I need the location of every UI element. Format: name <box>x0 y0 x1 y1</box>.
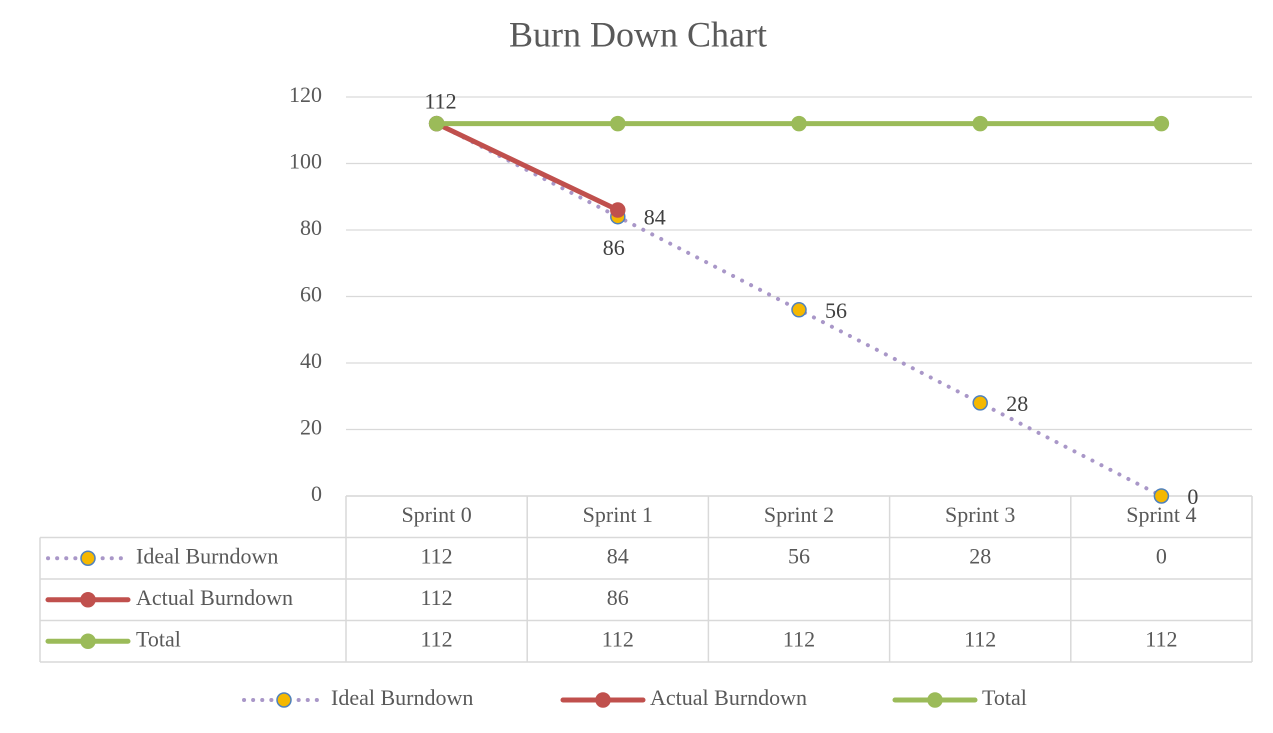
x-tick-label: Sprint 2 <box>764 502 834 527</box>
y-tick-label: 20 <box>300 415 322 440</box>
table-key-marker <box>80 550 96 566</box>
x-tick-label: Sprint 4 <box>1126 502 1196 527</box>
table-cell: 112 <box>783 626 815 651</box>
y-tick-label: 80 <box>300 215 322 240</box>
table-row-label: Total <box>136 626 181 651</box>
data-point <box>428 115 445 132</box>
data-label: 28 <box>1006 391 1028 416</box>
data-label: 0 <box>1187 484 1198 509</box>
table-cell: 84 <box>607 543 629 568</box>
y-tick-label: 40 <box>300 348 322 373</box>
table-cell: 56 <box>788 543 810 568</box>
data-point <box>1153 115 1170 132</box>
table-row-label: Actual Burndown <box>136 585 293 610</box>
data-label: 56 <box>825 298 847 323</box>
table-cell: 112 <box>1145 626 1177 651</box>
data-label: 86 <box>603 235 625 260</box>
legend-label: Total <box>982 685 1027 710</box>
y-tick-label: 100 <box>289 149 322 174</box>
table-cell: 28 <box>969 543 991 568</box>
table-cell: 0 <box>1156 543 1167 568</box>
table-cell: 112 <box>421 585 453 610</box>
y-tick-label: 120 <box>289 82 322 107</box>
table-cell: 112 <box>602 626 634 651</box>
data-label: 112 <box>425 89 457 114</box>
y-tick-label: 60 <box>300 282 322 307</box>
data-point <box>610 202 626 218</box>
y-tick-label: 0 <box>311 481 322 506</box>
table-cell: 112 <box>421 543 453 568</box>
table-key-marker <box>80 633 96 649</box>
data-point <box>972 395 988 411</box>
legend-label: Ideal Burndown <box>331 685 473 710</box>
table-row-label: Ideal Burndown <box>136 543 278 568</box>
legend-key-marker <box>276 692 292 708</box>
x-tick-label: Sprint 3 <box>945 502 1015 527</box>
table-cell: 112 <box>421 626 453 651</box>
table-cell: 86 <box>607 585 629 610</box>
data-point <box>972 115 988 132</box>
series-line <box>434 121 621 213</box>
table-cell: 112 <box>964 626 996 651</box>
data-point <box>610 115 626 132</box>
data-point <box>791 115 807 132</box>
x-tick-label: Sprint 1 <box>583 502 653 527</box>
chart-title: Burn Down Chart <box>509 14 767 54</box>
legend-key-marker <box>927 692 943 708</box>
data-point <box>1153 488 1170 504</box>
legend-label: Actual Burndown <box>650 685 807 710</box>
legend-key-marker <box>595 692 611 708</box>
table-key-marker <box>80 592 96 608</box>
data-point <box>791 302 807 318</box>
x-tick-label: Sprint 0 <box>401 502 471 527</box>
data-label: 84 <box>644 205 666 230</box>
